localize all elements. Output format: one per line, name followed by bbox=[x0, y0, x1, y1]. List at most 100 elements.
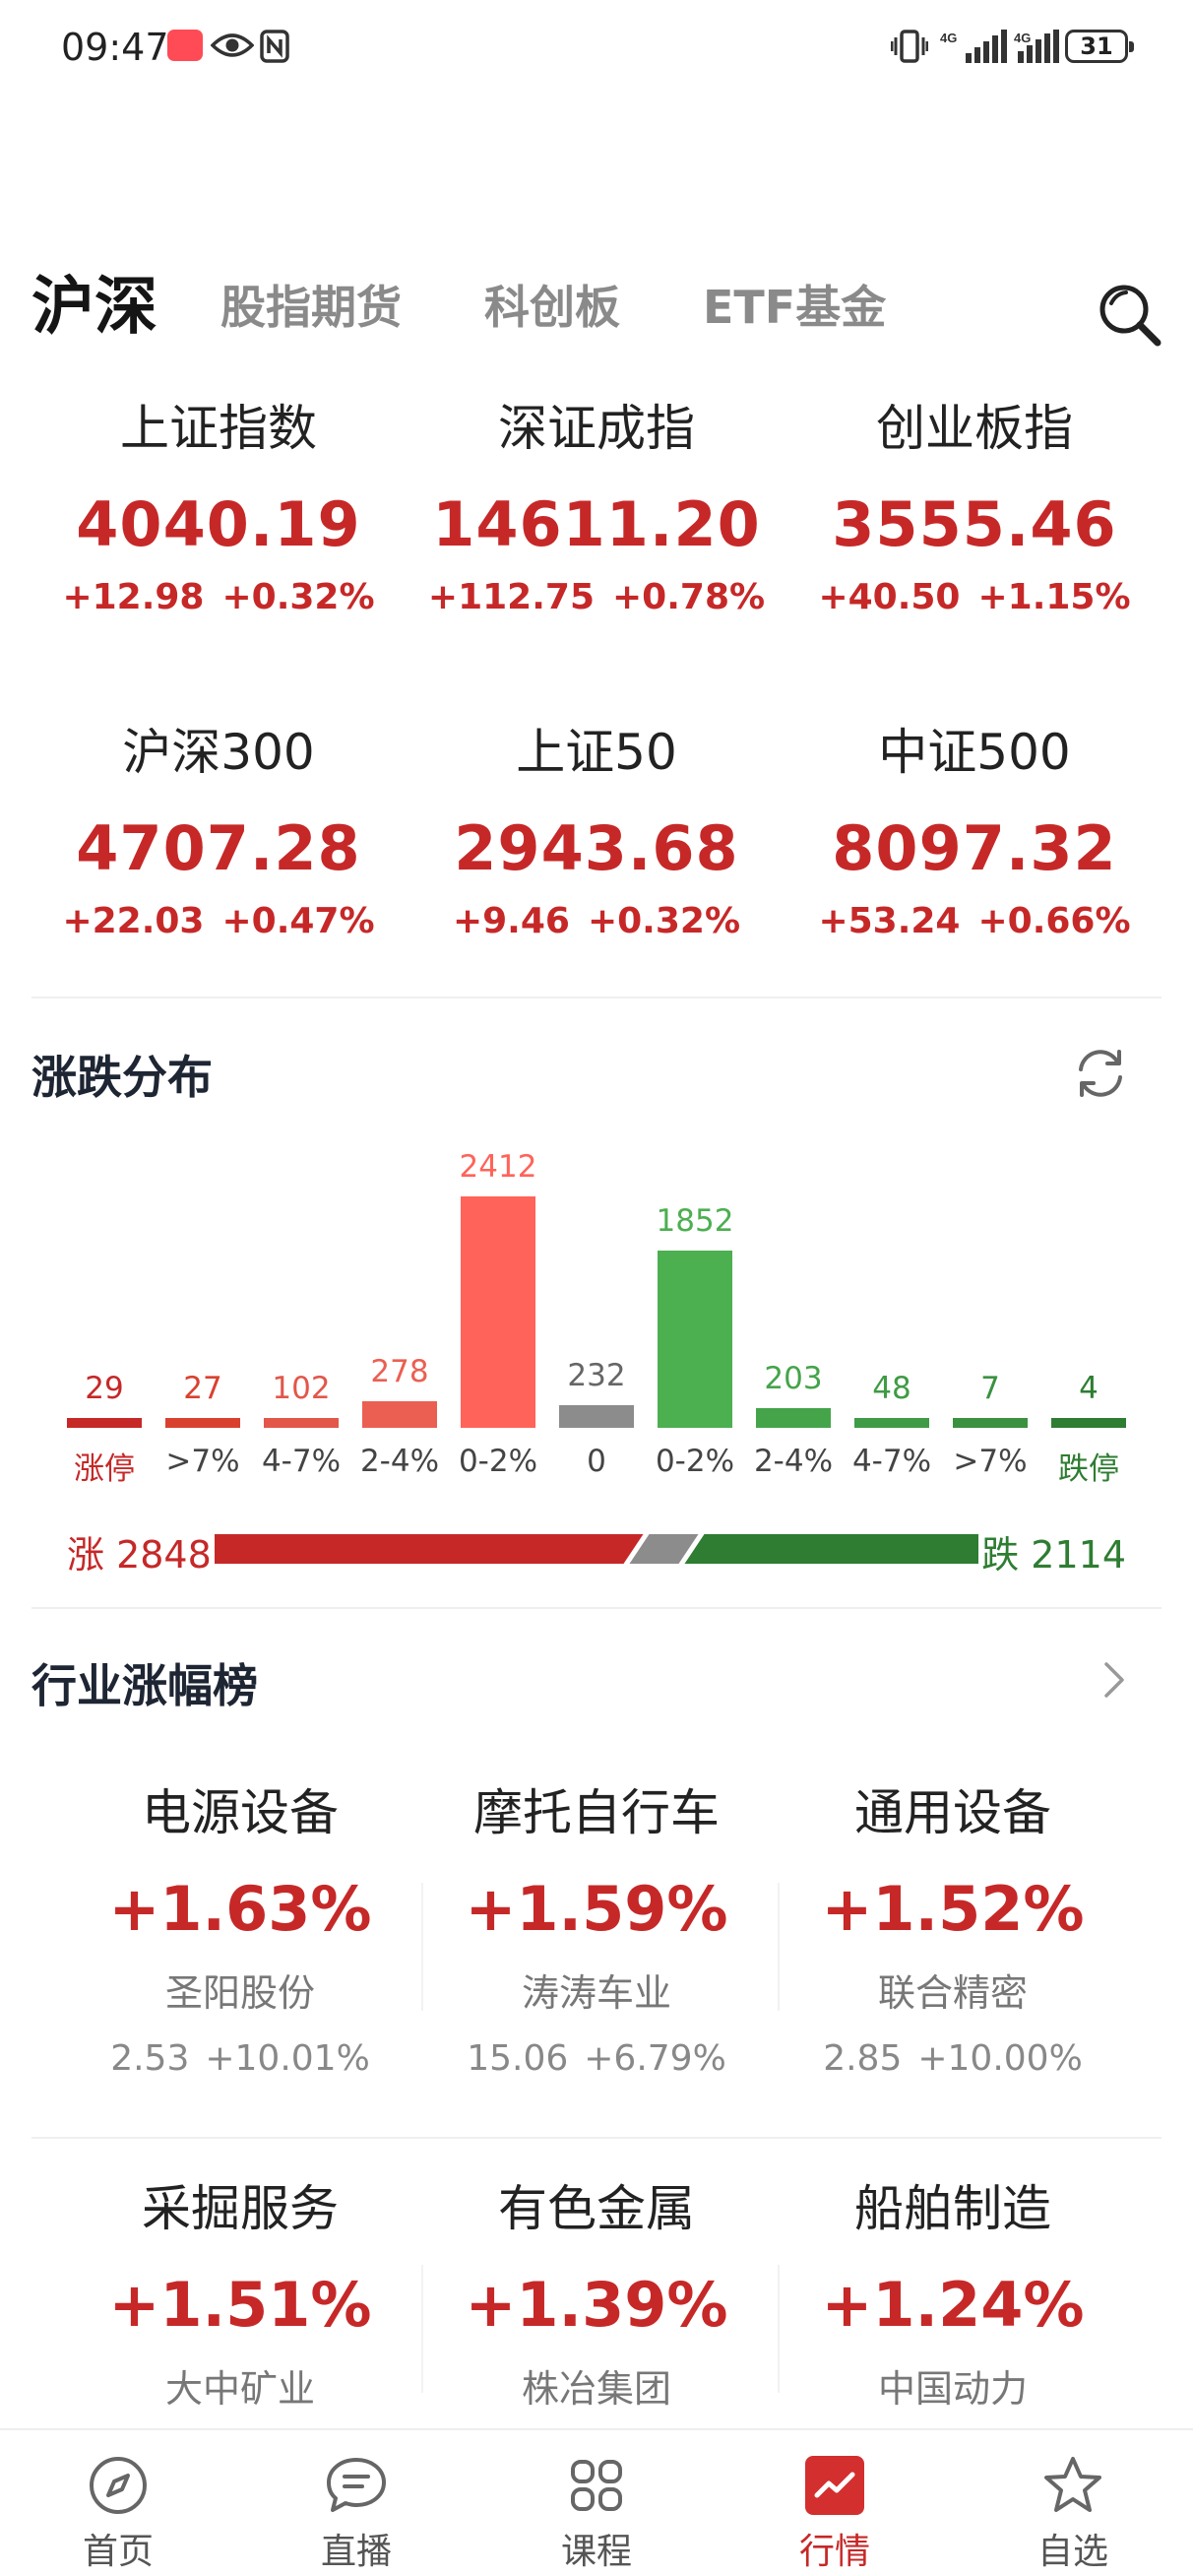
distribution-bar-count: 2412 bbox=[459, 1149, 537, 1185]
leading-stock-price: 2.85 bbox=[823, 2038, 903, 2079]
tab-index-futures[interactable]: 股指期货 bbox=[220, 281, 402, 334]
compass-icon bbox=[90, 2457, 147, 2514]
index-name: 沪深300 bbox=[122, 724, 315, 781]
app-notification-icon bbox=[167, 30, 203, 61]
nav-home-label: 首页 bbox=[82, 2532, 154, 2572]
industry-name: 电源设备 bbox=[142, 1784, 339, 1841]
nfc-icon bbox=[260, 30, 289, 63]
index-change-pct: +0.78% bbox=[612, 577, 766, 617]
index-change-pct: +0.47% bbox=[221, 901, 375, 941]
index-value: 8097.32 bbox=[832, 812, 1117, 884]
distribution-bar bbox=[1051, 1418, 1126, 1428]
index-change-pct: +0.32% bbox=[221, 577, 375, 617]
search-icon[interactable] bbox=[1095, 280, 1163, 349]
divider bbox=[31, 1607, 1162, 1609]
nav-live[interactable]: 直播 bbox=[278, 2454, 435, 2574]
nav-watchlist[interactable]: 自选 bbox=[994, 2454, 1152, 2574]
index-card-csi500[interactable]: 中证500 8097.32 +53.24 +0.66% bbox=[787, 722, 1162, 941]
nav-market-label: 行情 bbox=[798, 2532, 870, 2572]
industry-name: 采掘服务 bbox=[142, 2180, 339, 2237]
index-change-pct: +1.15% bbox=[977, 577, 1131, 617]
up-ratio-segment bbox=[215, 1534, 644, 1564]
column-separator bbox=[421, 2265, 423, 2393]
nav-courses[interactable]: 课程 bbox=[518, 2454, 675, 2574]
distribution-bar-label: >7% bbox=[165, 1444, 240, 1479]
tab-etf-funds[interactable]: ETF基金 bbox=[703, 281, 887, 334]
up-count-label: 涨 2848 bbox=[67, 1533, 212, 1577]
index-change-abs: +112.75 bbox=[427, 577, 596, 617]
index-change-abs: +12.98 bbox=[62, 577, 205, 617]
leading-stock-pct: +10.00% bbox=[917, 2038, 1083, 2079]
index-value: 14611.20 bbox=[432, 488, 761, 560]
signal-4g-icon: 4G bbox=[940, 30, 1007, 63]
index-change: +53.24 +0.66% bbox=[787, 901, 1162, 941]
distribution-bar bbox=[854, 1418, 929, 1428]
index-name: 上证50 bbox=[516, 724, 677, 781]
chevron-right-icon[interactable] bbox=[1095, 1654, 1134, 1706]
index-name: 深证成指 bbox=[498, 400, 695, 457]
star-icon bbox=[1044, 2457, 1101, 2512]
industry-title: 行业涨幅榜 bbox=[31, 1659, 258, 1712]
nav-courses-label: 课程 bbox=[560, 2532, 632, 2572]
leading-stock-price: 2.53 bbox=[110, 2038, 190, 2079]
nav-home[interactable]: 首页 bbox=[39, 2454, 197, 2574]
index-change-pct: +0.32% bbox=[587, 901, 741, 941]
index-change-pct: +0.66% bbox=[977, 901, 1131, 941]
index-change-abs: +22.03 bbox=[62, 901, 205, 941]
distribution-bar bbox=[362, 1401, 437, 1428]
distribution-bar-label: >7% bbox=[953, 1444, 1028, 1479]
industry-card[interactable]: 摩托自行车 +1.59% 涛涛车业 15.06 +6.79% bbox=[419, 1780, 774, 2079]
down-ratio-segment bbox=[684, 1534, 978, 1564]
svg-text:4G: 4G bbox=[940, 31, 957, 45]
index-value: 2943.68 bbox=[454, 812, 739, 884]
industry-pct: +1.63% bbox=[108, 1873, 372, 1945]
distribution-bar-count: 48 bbox=[872, 1371, 911, 1406]
index-value: 4707.28 bbox=[76, 812, 361, 884]
index-card-sse[interactable]: 上证指数 4040.19 +12.98 +0.32% bbox=[31, 398, 406, 617]
distribution-bar-label: 4-7% bbox=[851, 1444, 932, 1479]
nav-market[interactable]: 行情 bbox=[756, 2454, 913, 2574]
tab-hushen[interactable]: 沪深 bbox=[31, 271, 157, 344]
column-separator bbox=[778, 1883, 780, 2011]
battery-indicator: 31 bbox=[1065, 30, 1134, 63]
industry-card[interactable]: 通用设备 +1.52% 联合精密 2.85 +10.00% bbox=[776, 1780, 1130, 2079]
column-separator bbox=[778, 2265, 780, 2393]
index-name: 中证500 bbox=[878, 724, 1071, 781]
leading-stock-price: 15.06 bbox=[467, 2038, 569, 2079]
industry-card[interactable]: 电源设备 +1.63% 圣阳股份 2.53 +10.01% bbox=[63, 1780, 417, 2079]
distribution-bar-count: 7 bbox=[980, 1371, 1000, 1406]
distribution-bar-count: 29 bbox=[85, 1371, 124, 1406]
industry-pct: +1.52% bbox=[821, 1873, 1085, 1945]
tab-star-market[interactable]: 科创板 bbox=[484, 281, 620, 334]
industry-card[interactable]: 采掘服务 +1.51% 大中矿业 bbox=[63, 2176, 417, 2413]
industry-pct: +1.39% bbox=[465, 2269, 728, 2341]
index-change-abs: +53.24 bbox=[818, 901, 961, 941]
distribution-bar bbox=[756, 1408, 831, 1428]
index-value: 3555.46 bbox=[832, 488, 1117, 560]
index-card-sse50[interactable]: 上证50 2943.68 +9.46 +0.32% bbox=[409, 722, 784, 941]
distribution-bar-count: 278 bbox=[370, 1354, 429, 1389]
trend-icon bbox=[805, 2456, 864, 2515]
distribution-bar bbox=[461, 1196, 535, 1428]
distribution-bar-label: 0-2% bbox=[458, 1444, 538, 1479]
industry-pct: +1.59% bbox=[465, 1873, 728, 1945]
distribution-bar bbox=[264, 1418, 339, 1428]
distribution-bar-count: 203 bbox=[764, 1361, 823, 1396]
bottom-navigation: 首页 直播 课程 行情 自选 bbox=[0, 2428, 1193, 2576]
column-separator bbox=[421, 1883, 423, 2011]
distribution-bar-label: 2-4% bbox=[359, 1444, 440, 1479]
refresh-icon[interactable] bbox=[1073, 1046, 1128, 1101]
svg-text:4G: 4G bbox=[1014, 31, 1031, 45]
distribution-bar bbox=[165, 1418, 240, 1428]
index-change: +12.98 +0.32% bbox=[31, 577, 406, 617]
index-change-abs: +40.50 bbox=[818, 577, 961, 617]
distribution-bar-count: 27 bbox=[183, 1371, 222, 1406]
industry-card[interactable]: 有色金属 +1.39% 株冶集团 bbox=[419, 2176, 774, 2413]
industry-card[interactable]: 船舶制造 +1.24% 中国动力 bbox=[776, 2176, 1130, 2413]
distribution-bar-label: 4-7% bbox=[261, 1444, 342, 1479]
leading-stock-name: 株冶集团 bbox=[521, 2367, 671, 2411]
index-card-csi300[interactable]: 沪深300 4707.28 +22.03 +0.47% bbox=[31, 722, 406, 941]
leading-stock-name: 中国动力 bbox=[877, 2367, 1028, 2411]
index-card-szse[interactable]: 深证成指 14611.20 +112.75 +0.78% bbox=[409, 398, 784, 617]
index-card-chinext[interactable]: 创业板指 3555.46 +40.50 +1.15% bbox=[787, 398, 1162, 617]
